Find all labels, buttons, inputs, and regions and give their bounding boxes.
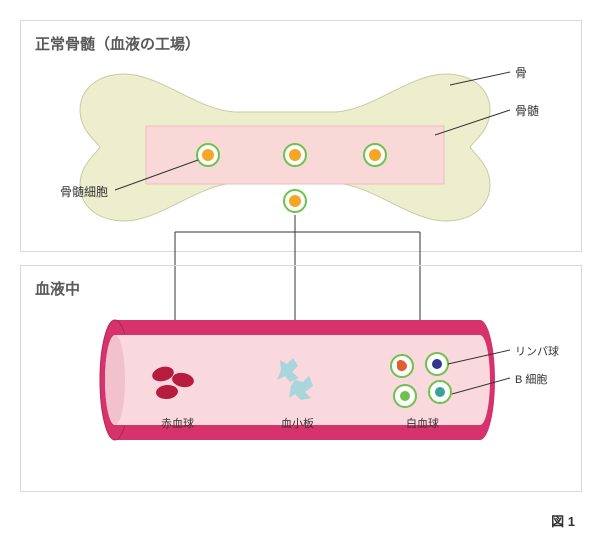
diagram-canvas: 正常骨髄（血液の工場） 骨 骨髄 骨髄細胞 <box>0 0 600 545</box>
callout-lines-bottom <box>0 0 600 545</box>
label-wbc: 白血球 <box>395 415 450 431</box>
label-platelet: 血小板 <box>270 415 325 431</box>
figure-caption: 図 1 <box>551 511 575 530</box>
label-rbc: 赤血球 <box>150 415 205 431</box>
label-bcell: B 細胞 <box>515 371 547 387</box>
label-lymphocyte: リンパ球 <box>515 343 559 359</box>
